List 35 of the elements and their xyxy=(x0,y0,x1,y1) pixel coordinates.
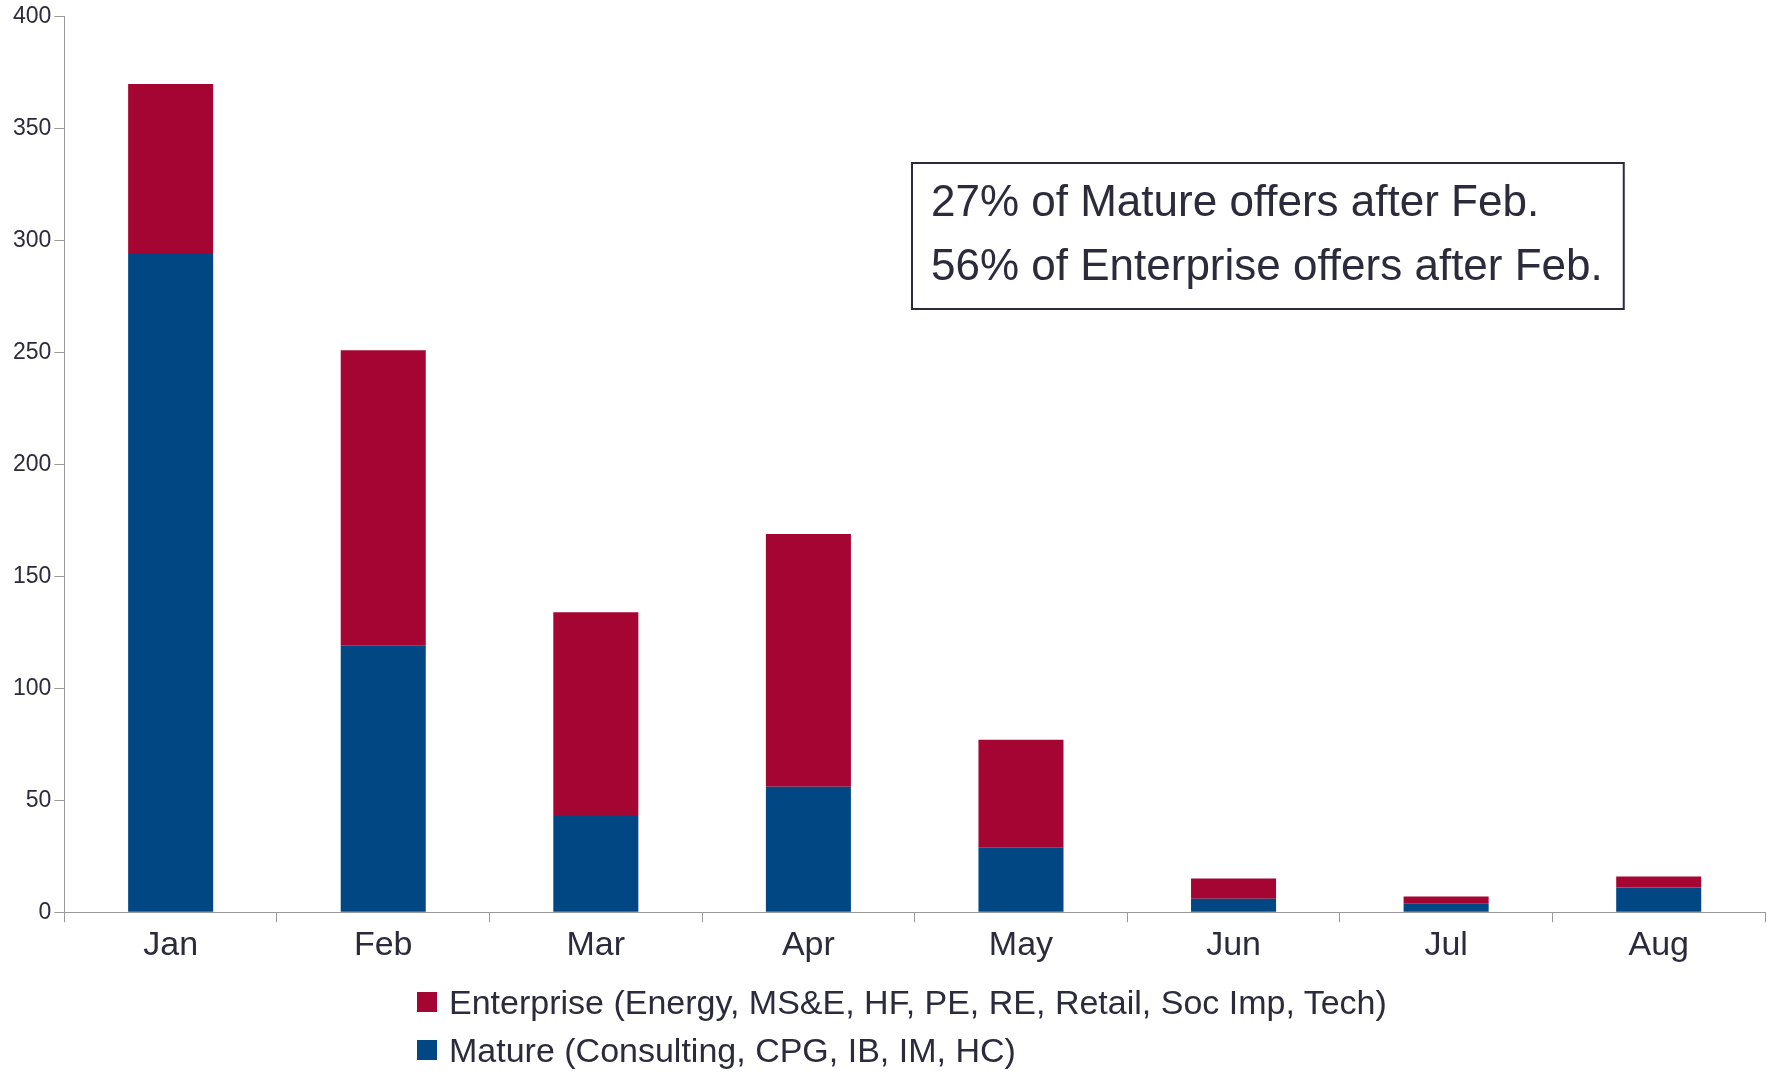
x-tick-label: Mar xyxy=(566,923,626,962)
x-tick-label: Jul xyxy=(1424,923,1468,962)
bar xyxy=(765,786,851,912)
x-tick-label: Aug xyxy=(1628,923,1689,962)
bar xyxy=(340,350,426,646)
bar xyxy=(978,847,1064,912)
bar xyxy=(1191,898,1277,912)
y-tick-label: 150 xyxy=(13,561,52,588)
bar xyxy=(553,612,639,816)
bar xyxy=(1403,903,1489,912)
y-tick-label: 400 xyxy=(13,2,52,29)
x-tick-label: Feb xyxy=(353,923,413,962)
x-tick-label: May xyxy=(988,923,1054,962)
x-tick-label: Jun xyxy=(1206,923,1261,962)
bar xyxy=(128,83,214,255)
y-tick-label: 300 xyxy=(13,225,52,252)
bar xyxy=(1616,887,1702,912)
bar xyxy=(553,815,639,912)
y-tick-label: 100 xyxy=(13,673,52,700)
annotation: 27% of Mature offers after Feb. 56% of Enterprise offers after Feb. xyxy=(931,176,1603,290)
y-tick-label: 250 xyxy=(13,337,52,364)
legend-label: Mature (Consulting, CPG, IB, IM, HC) xyxy=(449,1030,1016,1070)
legend-label: Enterprise (Energy, MS&E, HF, PE, RE, Retail, Soc Imp, Tech) xyxy=(449,982,1387,1022)
bar xyxy=(1616,876,1702,888)
x-tick-label: Apr xyxy=(781,923,835,962)
x-tick-label: Jan xyxy=(143,923,199,962)
y-tick-label: 0 xyxy=(38,897,52,924)
bar xyxy=(978,739,1064,848)
bar xyxy=(1191,878,1277,899)
y-tick-label: 50 xyxy=(25,785,52,812)
bar xyxy=(340,645,426,912)
bar xyxy=(765,533,851,787)
y-tick-label: 200 xyxy=(13,449,52,476)
y-tick-label: 350 xyxy=(13,114,52,141)
bar xyxy=(128,254,214,912)
